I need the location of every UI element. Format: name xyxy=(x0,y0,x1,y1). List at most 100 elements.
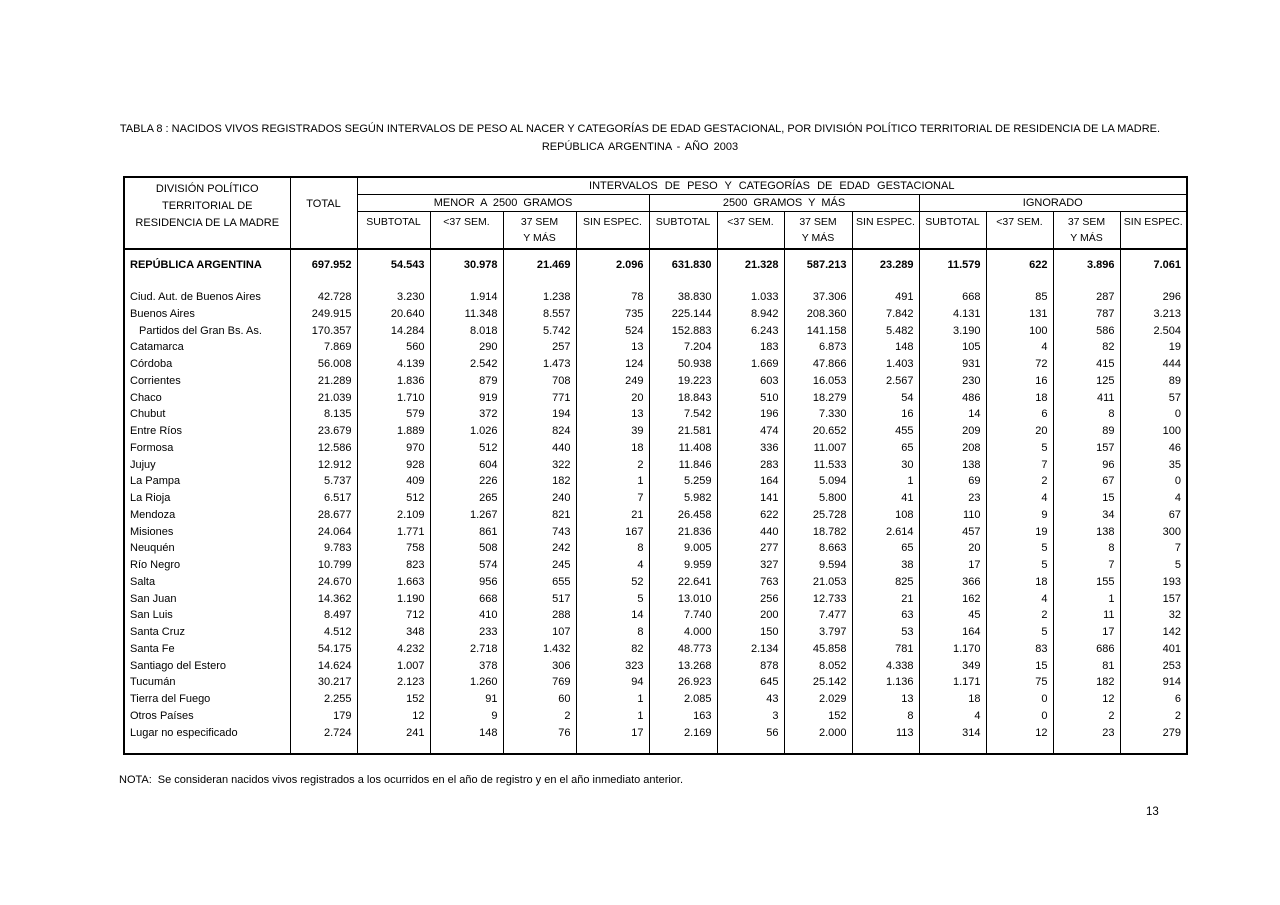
row-label: Salta xyxy=(123,573,290,591)
cell-value: 5 xyxy=(575,590,649,608)
spacer-cell xyxy=(575,741,649,755)
cell-value: 148 xyxy=(851,339,919,356)
cell-value: 17 xyxy=(918,557,986,574)
cell-value: 182 xyxy=(1052,674,1120,691)
cell-value: 5.737 xyxy=(289,473,357,490)
row-label: Neuquén xyxy=(123,540,290,557)
cell-value: 296 xyxy=(1119,289,1187,306)
cell-value: 13.010 xyxy=(648,590,717,608)
spacer-cell xyxy=(716,741,784,755)
header-sub-subtotal: SUBTOTAL xyxy=(356,211,430,250)
cell-value: 75 xyxy=(985,674,1053,691)
cell-value: 2 xyxy=(1119,707,1187,725)
cell-value: 209 xyxy=(918,423,986,440)
cell-value: 322 xyxy=(502,456,576,474)
cell-value: 20 xyxy=(575,389,649,407)
cell-value: 323 xyxy=(575,657,649,675)
cell-value: 7.204 xyxy=(648,339,717,356)
cell-value: 21.053 xyxy=(783,573,852,591)
cell-value: 587.213 xyxy=(783,249,852,280)
cell-value: 560 xyxy=(356,339,430,356)
cell-value: 3.230 xyxy=(356,289,430,306)
cell-value: 78 xyxy=(575,289,649,306)
cell-value: 3.190 xyxy=(918,322,986,340)
cell-value: 41 xyxy=(851,490,919,507)
row-label: Misiones xyxy=(123,523,290,541)
cell-value: 240 xyxy=(502,490,576,507)
cell-value: 18 xyxy=(985,573,1053,591)
table-row: Tierra del Fuego 2.255 152 91 60 1 2.085 43 2.02… xyxy=(123,691,1187,708)
cell-value: 24.670 xyxy=(289,573,357,591)
cell-value: 2.718 xyxy=(429,640,503,658)
cell-value: 300 xyxy=(1119,523,1187,541)
cell-value: 4.232 xyxy=(356,640,430,658)
table-row: Lugar no especificado 2.724 241 148 76 17 2.16… xyxy=(123,724,1187,742)
cell-value: 4 xyxy=(575,557,649,574)
cell-value: 712 xyxy=(356,607,430,624)
header-sub-sinespec: SIN ESPEC. xyxy=(575,211,649,250)
cell-value: 37.306 xyxy=(783,289,852,306)
cell-value: 8 xyxy=(851,707,919,725)
note-text: Se consideran nacidos vivos registrados … xyxy=(157,774,684,786)
cell-value: 13.268 xyxy=(648,657,717,675)
cell-value: 30.217 xyxy=(289,674,357,691)
cell-value: 277 xyxy=(716,540,784,557)
header-sub-37sem-ymas: 37 SEM Y MÁS xyxy=(783,211,852,250)
cell-value: 10.799 xyxy=(289,557,357,574)
cell-value: 8.557 xyxy=(502,305,576,323)
cell-value: 105 xyxy=(918,339,986,356)
cell-value: 8 xyxy=(1052,540,1120,557)
cell-value: 89 xyxy=(1119,372,1187,390)
cell-value: 2.614 xyxy=(851,523,919,541)
cell-value: 183 xyxy=(716,339,784,356)
cell-value: 25.728 xyxy=(783,506,852,524)
cell-value: 603 xyxy=(716,372,784,390)
table-row: Chubut 8.135 579 372 194 13 7.542 196 7.330 16 14 6… xyxy=(123,406,1187,423)
cell-value: 14.624 xyxy=(289,657,357,675)
cell-value: 18 xyxy=(985,389,1053,407)
cell-value: 524 xyxy=(575,322,649,340)
cell-value: 366 xyxy=(918,573,986,591)
cell-value: 11.579 xyxy=(918,249,986,280)
cell-value: 11.533 xyxy=(783,456,852,474)
spacer-cell xyxy=(648,280,717,289)
cell-value: 5 xyxy=(985,439,1053,457)
spacer-cell xyxy=(1052,280,1120,289)
spacer-cell xyxy=(918,741,986,755)
header-sub-lt37sem: <37 SEM. xyxy=(716,211,784,250)
table-row: Misiones 24.064 1.771 861 743 167 21.836 440 18.… xyxy=(123,523,1187,541)
spacer-cell xyxy=(502,741,576,755)
spacer-cell xyxy=(575,280,649,289)
note-label: NOTA: xyxy=(119,774,152,786)
spacer-cell xyxy=(123,280,290,289)
cell-value: 152 xyxy=(356,691,430,708)
cell-value: 1.007 xyxy=(356,657,430,675)
spacer-cell xyxy=(502,280,576,289)
cell-value: 8 xyxy=(1052,406,1120,423)
cell-value: 138 xyxy=(1052,523,1120,541)
cell-value: 327 xyxy=(716,557,784,574)
spacer-cell xyxy=(918,280,986,289)
cell-value: 290 xyxy=(429,339,503,356)
cell-value: 2.085 xyxy=(648,691,717,708)
cell-value: 8 xyxy=(575,624,649,641)
cell-value: 54 xyxy=(851,389,919,407)
cell-value: 83 xyxy=(985,640,1053,658)
cell-value: 30 xyxy=(851,456,919,474)
table-row: Ciud. Aut. de Buenos Aires 42.728 3.230 1.9… xyxy=(123,289,1187,306)
cell-value: 233 xyxy=(429,624,503,641)
row-label: Entre Ríos xyxy=(123,423,290,440)
cell-value: 508 xyxy=(429,540,503,557)
table-row: Formosa 12.586 970 512 440 18 11.408 336 11.007 6… xyxy=(123,439,1187,457)
cell-value: 455 xyxy=(851,423,919,440)
birth-weight-gestational-table: DIVISIÓN POLÍTICO TERRITORIAL DE RESIDEN… xyxy=(123,176,1188,756)
cell-value: 21.328 xyxy=(716,249,784,280)
cell-value: 8.942 xyxy=(716,305,784,323)
cell-value: 914 xyxy=(1119,674,1187,691)
cell-value: 5.482 xyxy=(851,322,919,340)
cell-value: 21.469 xyxy=(502,249,576,280)
cell-value: 110 xyxy=(918,506,986,524)
cell-value: 19 xyxy=(1119,339,1187,356)
table-row: La Rioja 6.517 512 265 240 7 5.982 141 5.800 41 23… xyxy=(123,490,1187,507)
cell-value: 11.846 xyxy=(648,456,717,474)
